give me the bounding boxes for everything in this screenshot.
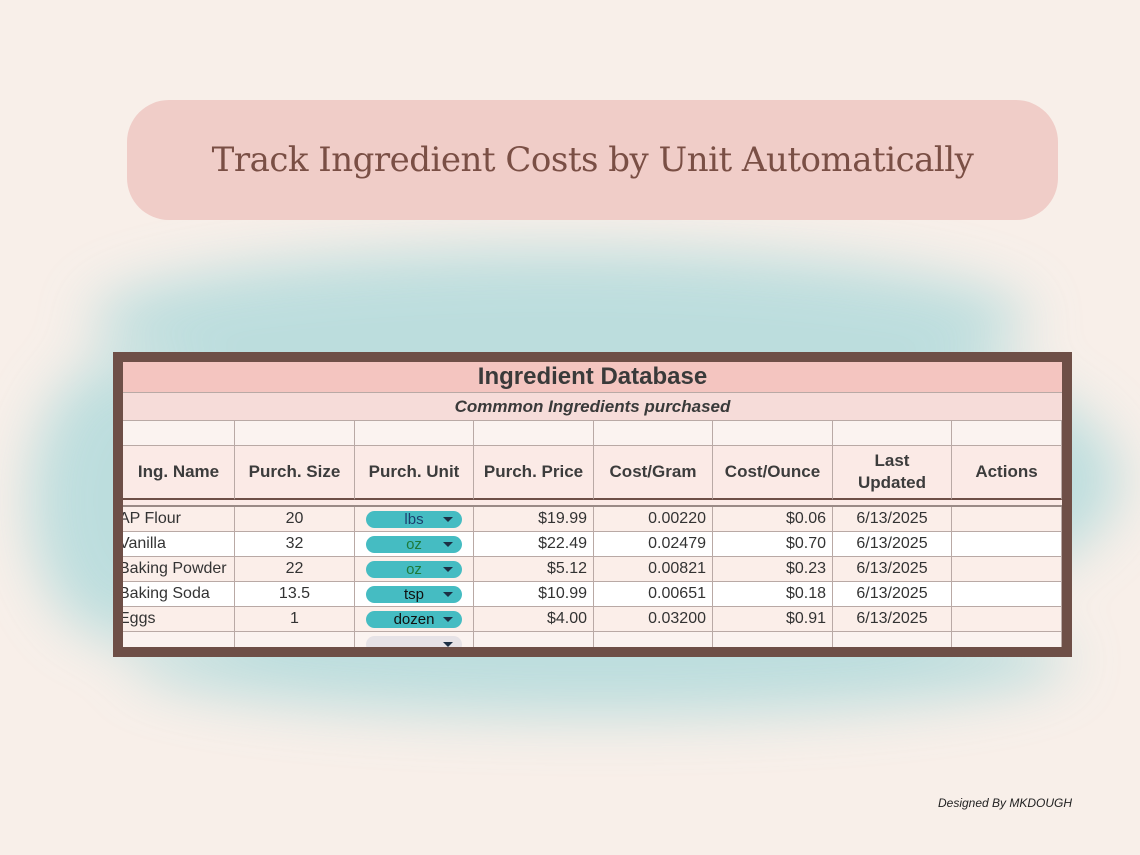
ingredient-name: Eggs	[123, 607, 235, 632]
unit-dropdown[interactable]: lbs	[366, 510, 462, 528]
data-cell: 6/13/2025	[833, 582, 952, 607]
data-cell: 6/13/2025	[833, 507, 952, 532]
empty-cell	[594, 421, 713, 446]
column-header: Ing. Name	[123, 446, 235, 500]
data-cell: $22.49	[474, 532, 594, 557]
empty-cell	[123, 421, 235, 446]
action-cell	[952, 582, 1062, 607]
data-cell: 0.00651	[594, 582, 713, 607]
empty-cell	[235, 632, 355, 647]
column-header: Purch. Price	[474, 446, 594, 500]
data-cell: $19.99	[474, 507, 594, 532]
unit-dropdown[interactable]: dozen	[366, 610, 462, 628]
empty-cell	[123, 632, 235, 647]
spreadsheet: Ingredient Database Commmon Ingredients p…	[123, 362, 1062, 647]
data-cell: 0.03200	[594, 607, 713, 632]
column-header: Actions	[952, 446, 1062, 500]
action-cell	[952, 557, 1062, 582]
unit-cell: tsp	[355, 582, 474, 607]
empty-cell	[952, 632, 1062, 647]
data-cell: 6/13/2025	[833, 557, 952, 582]
data-cell: 20	[235, 507, 355, 532]
empty-cell	[355, 632, 474, 647]
empty-cell	[235, 421, 355, 446]
empty-cell	[713, 421, 833, 446]
unit-cell: oz	[355, 532, 474, 557]
data-cell: 0.02479	[594, 532, 713, 557]
data-cell: 6/13/2025	[833, 607, 952, 632]
empty-cell	[355, 421, 474, 446]
data-cell: $10.99	[474, 582, 594, 607]
column-header: Purch. Unit	[355, 446, 474, 500]
unit-cell: dozen	[355, 607, 474, 632]
unit-cell: oz	[355, 557, 474, 582]
footer-credit: Designed By MKDOUGH	[938, 796, 1073, 810]
data-cell: $5.12	[474, 557, 594, 582]
data-cell: 1	[235, 607, 355, 632]
sheet-title: Ingredient Database	[123, 362, 1062, 393]
column-header: Cost/Gram	[594, 446, 713, 500]
ingredient-name: Vanilla	[123, 532, 235, 557]
data-cell: $0.06	[713, 507, 833, 532]
unit-dropdown[interactable]: oz	[366, 535, 462, 553]
banner-title: Track Ingredient Costs by Unit Automatic…	[211, 140, 974, 180]
empty-cell	[474, 421, 594, 446]
spreadsheet-frame: Ingredient Database Commmon Ingredients p…	[113, 352, 1072, 657]
ingredient-name: Baking Powder	[123, 557, 235, 582]
action-cell	[952, 532, 1062, 557]
ingredient-name: Baking Soda	[123, 582, 235, 607]
data-cell: 22	[235, 557, 355, 582]
data-cell: $0.23	[713, 557, 833, 582]
empty-cell	[474, 632, 594, 647]
empty-cell	[833, 421, 952, 446]
data-cell: $0.18	[713, 582, 833, 607]
data-cell: 0.00821	[594, 557, 713, 582]
data-cell: $4.00	[474, 607, 594, 632]
empty-cell	[713, 632, 833, 647]
data-cell: 13.5	[235, 582, 355, 607]
data-cell: 32	[235, 532, 355, 557]
empty-cell	[594, 632, 713, 647]
unit-dropdown[interactable]: tsp	[366, 585, 462, 603]
header-separator	[123, 500, 1062, 507]
sheet-subtitle: Commmon Ingredients purchased	[123, 393, 1062, 421]
unit-dropdown[interactable]: oz	[366, 560, 462, 578]
data-cell: $0.70	[713, 532, 833, 557]
action-cell	[952, 607, 1062, 632]
data-cell: $0.91	[713, 607, 833, 632]
empty-cell	[952, 421, 1062, 446]
empty-cell	[833, 632, 952, 647]
ingredient-name: AP Flour	[123, 507, 235, 532]
unit-cell: lbs	[355, 507, 474, 532]
column-header: Last Updated	[833, 446, 952, 500]
data-cell: 0.00220	[594, 507, 713, 532]
column-header: Purch. Size	[235, 446, 355, 500]
action-cell	[952, 507, 1062, 532]
banner: Track Ingredient Costs by Unit Automatic…	[127, 100, 1058, 220]
column-header: Cost/Ounce	[713, 446, 833, 500]
data-cell: 6/13/2025	[833, 532, 952, 557]
unit-dropdown[interactable]	[366, 636, 462, 647]
